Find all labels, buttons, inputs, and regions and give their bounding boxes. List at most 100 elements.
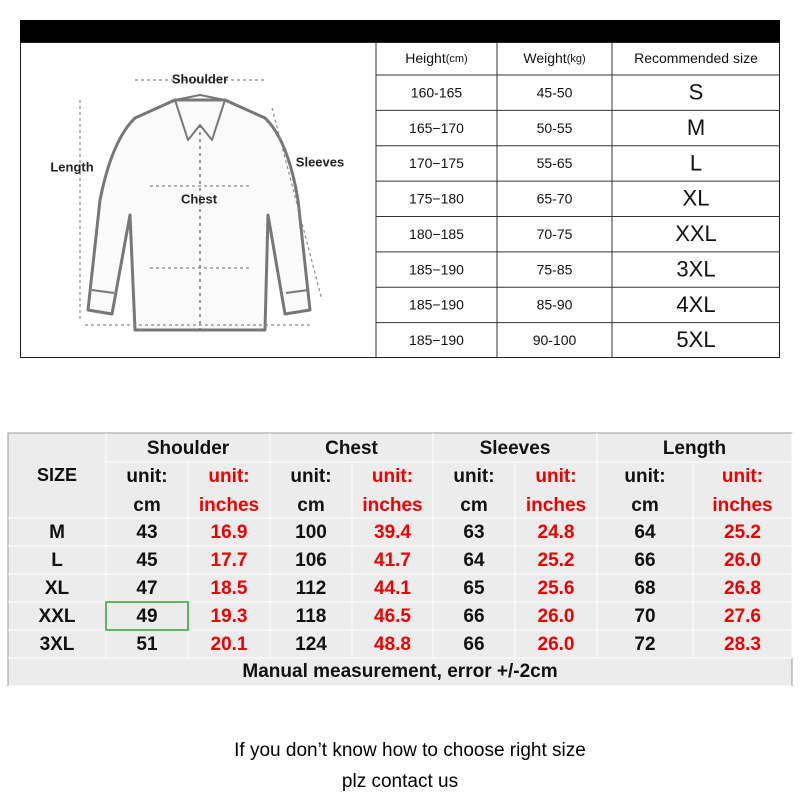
value-cell: 63 — [463, 522, 484, 543]
group-header: Shoulder — [147, 438, 230, 459]
range-cell: 185−190 — [409, 297, 464, 313]
size-cell: M — [49, 522, 65, 543]
value-cell: 18.5 — [211, 578, 248, 599]
value-cell: 26.8 — [724, 578, 761, 599]
value-cell: 16.9 — [211, 522, 248, 543]
footer-line: plz contact us — [342, 771, 458, 792]
range-cell: 170−175 — [409, 155, 464, 171]
unit-name: cm — [297, 495, 324, 516]
size-cell: XXL — [675, 221, 717, 246]
size-cell: 4XL — [676, 292, 715, 317]
header-cell: Recommended size — [634, 50, 758, 66]
value-cell: 46.5 — [374, 606, 411, 627]
label-chest: Chest — [181, 191, 218, 206]
size-cell: 3XL — [676, 256, 715, 281]
unit-prefix: unit: — [372, 466, 413, 487]
value-cell: 24.8 — [538, 522, 575, 543]
value-cell: 41.7 — [374, 550, 411, 571]
size-cell: 5XL — [676, 327, 715, 352]
size-cell: XL — [45, 578, 70, 599]
value-cell: 65 — [463, 578, 485, 599]
value-cell: 68 — [634, 578, 655, 599]
unit-name: cm — [133, 495, 160, 516]
value-cell: 124 — [295, 634, 327, 655]
value-cell: 17.7 — [211, 550, 248, 571]
range-cell: 185−190 — [409, 332, 464, 348]
group-header: Sleeves — [480, 438, 551, 459]
unit-name: inches — [199, 495, 259, 516]
range-cell: 85-90 — [537, 297, 573, 313]
value-cell: 26.0 — [538, 634, 575, 655]
value-cell: 64 — [634, 522, 656, 543]
value-cell: 70 — [634, 606, 655, 627]
value-cell: 39.4 — [374, 522, 411, 543]
value-cell: 19.3 — [211, 606, 248, 627]
unit-prefix: unit: — [126, 466, 167, 487]
value-cell: 48.8 — [374, 634, 411, 655]
label-shoulder: Shoulder — [172, 71, 228, 86]
value-cell: 118 — [296, 606, 327, 627]
unit-name: cm — [460, 495, 487, 516]
value-cell: 51 — [136, 634, 158, 655]
range-cell: 75-85 — [537, 261, 573, 277]
value-cell: 72 — [634, 634, 655, 655]
unit-prefix: unit: — [722, 466, 763, 487]
unit-prefix: unit: — [208, 466, 249, 487]
size-cell: L — [51, 550, 63, 571]
group-header: Chest — [325, 438, 378, 459]
value-cell: 100 — [295, 522, 327, 543]
size-cell: L — [690, 150, 702, 175]
size-header: SIZE — [37, 465, 77, 485]
value-cell: 49 — [136, 606, 157, 627]
note: Manual measurement, error +/-2cm — [242, 661, 557, 682]
top-bar — [20, 20, 780, 42]
size-cell: XL — [683, 186, 710, 211]
recommend-table: Height(cm) Weight(kg) Recommended size 160-… — [375, 42, 780, 358]
measure-arrows — [79, 79, 323, 326]
unit-name: inches — [362, 495, 422, 516]
range-cell: 175−180 — [409, 191, 464, 207]
range-cell: 185−190 — [409, 261, 464, 277]
range-cell: 90-100 — [533, 332, 577, 348]
range-cell: 165−170 — [409, 120, 464, 136]
value-cell: 45 — [136, 550, 158, 571]
value-cell: 25.2 — [724, 522, 761, 543]
size-cell: XXL — [39, 606, 76, 627]
unit-prefix: unit: — [453, 466, 494, 487]
value-cell: 43 — [136, 522, 157, 543]
size-cell: S — [689, 80, 704, 105]
value-cell: 47 — [136, 578, 157, 599]
measure-table: SIZE Shoulder unit: cm unit: inches Chest unit:… — [7, 432, 793, 687]
range-cell: 70-75 — [537, 226, 573, 242]
table-bg — [7, 432, 793, 687]
value-cell: 20.1 — [211, 634, 248, 655]
shirt-drawing — [86, 94, 312, 332]
range-cell: 180−185 — [409, 226, 464, 242]
header-cell: Weight(kg) — [523, 50, 585, 66]
value-cell: 25.6 — [538, 578, 575, 599]
value-cell: 66 — [463, 606, 484, 627]
value-cell: 25.2 — [538, 550, 575, 571]
value-cell: 64 — [463, 550, 485, 571]
value-cell: 112 — [296, 578, 327, 599]
value-cell: 44.1 — [374, 578, 411, 599]
group-header: Length — [663, 438, 726, 459]
value-cell: 66 — [634, 550, 655, 571]
unit-prefix: unit: — [535, 466, 576, 487]
label-sleeves: Sleeves — [296, 154, 344, 169]
value-cell: 66 — [463, 634, 484, 655]
value-cell: 106 — [295, 550, 327, 571]
value-cell: 26.0 — [538, 606, 575, 627]
footer-line: If you don’t know how to choose right si… — [234, 740, 586, 761]
range-cell: 45-50 — [537, 84, 573, 100]
range-cell: 55-65 — [537, 155, 573, 171]
value-cell: 28.3 — [724, 634, 761, 655]
range-cell: 50-55 — [537, 120, 573, 136]
unit-prefix: unit: — [624, 466, 665, 487]
value-cell: 27.6 — [724, 606, 761, 627]
range-cell: 160-165 — [411, 84, 463, 100]
value-cell: 26.0 — [724, 550, 761, 571]
size-cell: 3XL — [40, 634, 75, 655]
range-cell: 65-70 — [537, 191, 573, 207]
